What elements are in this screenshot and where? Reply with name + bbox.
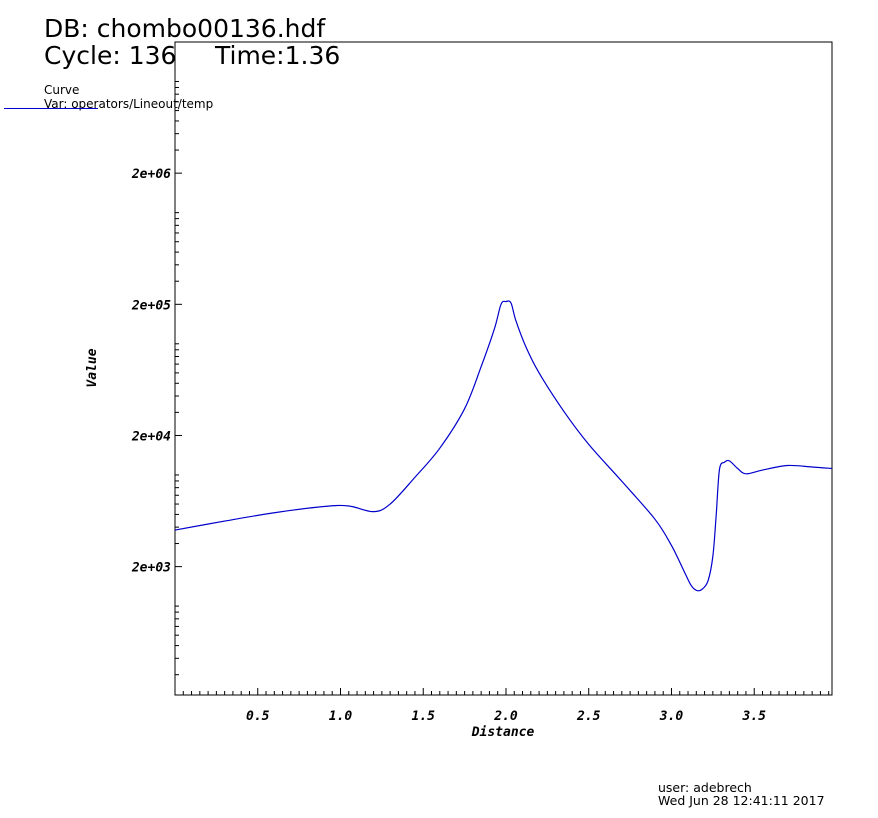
time-label: Time:1.36	[215, 41, 341, 70]
legend-variable: Var: operators/Lineout/temp	[44, 97, 214, 111]
cycle-label: Cycle: 136	[44, 41, 177, 70]
curve-series-line	[174, 300, 833, 592]
plot-frame	[174, 41, 833, 696]
footer-date: Wed Jun 28 12:41:11 2017	[658, 793, 825, 808]
x-axis-tick-labels: 0.5 1.0 1.5 2.0 2.5 3.0 3.5	[246, 709, 766, 724]
y-tick-label: 2e+04	[131, 429, 171, 444]
y-tick-label: 2e+03	[131, 561, 171, 576]
footer-user: user: adebrech	[658, 780, 752, 795]
x-tick-label: 1.5	[411, 709, 435, 724]
x-tick-label: 3.5	[741, 709, 766, 724]
y-axis-ticks	[175, 80, 182, 676]
legend-line-swatch	[4, 108, 98, 109]
x-axis-ticks	[182, 688, 830, 695]
x-tick-label: 0.5	[246, 709, 270, 724]
y-axis-tick-labels: 2e+03 2e+04 2e+05 2e+06	[131, 167, 171, 575]
database-title: DB: chombo00136.hdf	[44, 14, 326, 43]
x-axis-label: Distance	[471, 725, 535, 740]
y-tick-label: 2e+06	[131, 167, 171, 182]
y-axis-label: Value	[85, 348, 100, 387]
x-tick-label: 3.0	[659, 709, 684, 724]
legend-title: Curve	[44, 83, 80, 97]
x-tick-label: 1.0	[329, 709, 353, 724]
x-tick-label: 2.0	[493, 709, 518, 724]
y-tick-label: 2e+05	[131, 298, 171, 313]
x-tick-label: 2.5	[576, 709, 601, 724]
